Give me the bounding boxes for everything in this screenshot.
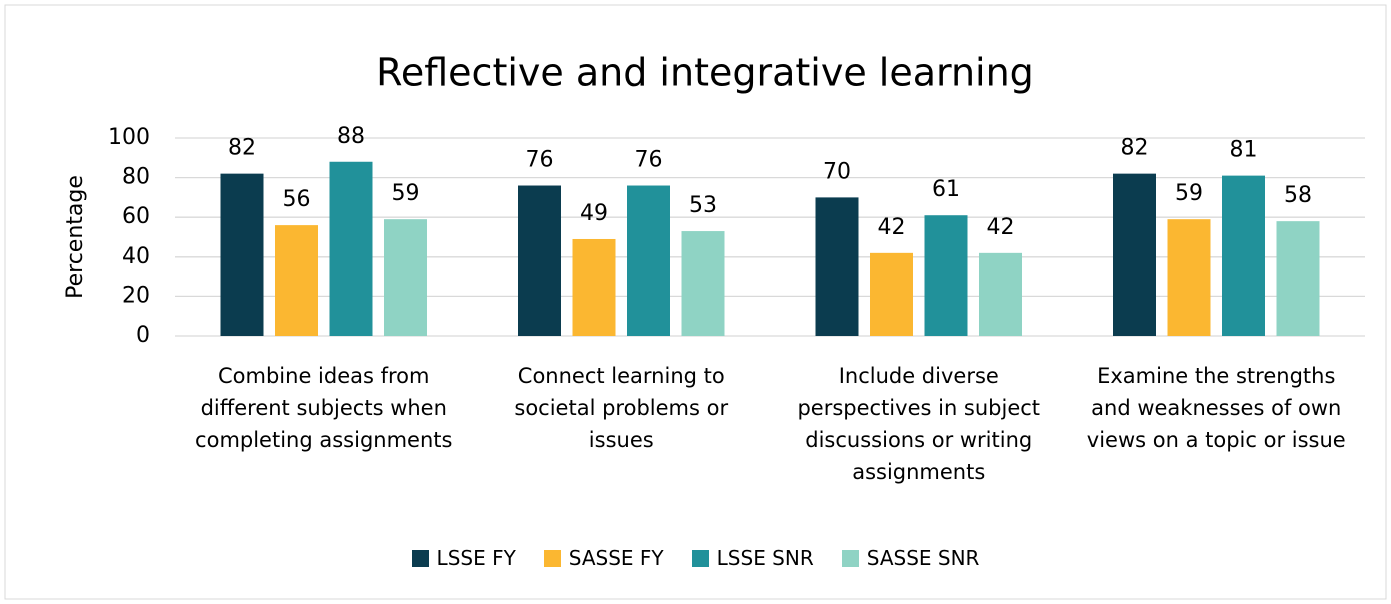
value-label: 56 — [283, 187, 311, 212]
value-label: 42 — [878, 215, 906, 240]
x-tick-label: Connect learning to societal problems or… — [514, 364, 729, 452]
legend-swatch — [411, 549, 429, 567]
value-label: 49 — [580, 201, 608, 226]
value-label: 61 — [932, 177, 960, 202]
legend-label: SASSE FY — [568, 546, 664, 570]
bar — [220, 173, 264, 336]
bar — [329, 161, 373, 336]
legend-swatch — [841, 549, 859, 567]
bar — [924, 215, 968, 336]
bar — [1113, 173, 1156, 336]
y-tick-label: 100 — [108, 125, 150, 150]
x-tick-label: Include diverse perspectives in subject … — [797, 364, 1041, 484]
y-tick-label: 20 — [122, 283, 150, 308]
value-label: 81 — [1230, 138, 1258, 163]
value-label: 58 — [1284, 183, 1312, 208]
legend-item: SASSE SNR — [841, 546, 980, 570]
value-label: 76 — [526, 148, 554, 173]
legend-label: SASSE SNR — [866, 546, 980, 570]
legend-item: SASSE FY — [543, 546, 664, 570]
bar — [627, 185, 670, 336]
value-label: 59 — [1175, 181, 1203, 206]
legend-swatch — [691, 549, 709, 567]
bar — [1222, 175, 1265, 336]
bar — [572, 238, 616, 336]
value-label: 88 — [337, 124, 365, 149]
bar — [681, 231, 725, 336]
bar — [979, 252, 1022, 336]
y-tick-label: 80 — [122, 165, 150, 190]
bar — [815, 197, 859, 336]
bar — [1167, 219, 1211, 336]
x-tick-label: Examine the strengths and weaknesses of … — [1086, 364, 1346, 452]
value-label: 82 — [1121, 136, 1149, 161]
x-tick-label: Combine ideas from different subjects wh… — [195, 364, 453, 452]
bar — [1276, 221, 1320, 336]
value-label: 59 — [392, 181, 420, 206]
value-label: 53 — [689, 193, 717, 218]
legend-item: LSSE FY — [411, 546, 516, 570]
value-label: 42 — [987, 215, 1015, 240]
value-label: 82 — [228, 136, 256, 161]
y-axis-label: Percentage — [63, 175, 88, 299]
legend: LSSE FY SASSE FY LSSE SNR SASSE SNR — [0, 546, 1391, 570]
legend-item: LSSE SNR — [691, 546, 814, 570]
legend-label: LSSE SNR — [716, 546, 814, 570]
chart-title: Reflective and integrative learning — [376, 51, 1034, 95]
legend-swatch — [543, 549, 561, 567]
bar — [518, 185, 561, 336]
bar — [384, 219, 427, 336]
y-tick-label: 0 — [136, 323, 150, 348]
bar — [275, 225, 318, 336]
y-tick-label: 60 — [122, 204, 150, 229]
value-label: 76 — [635, 148, 663, 173]
bar — [870, 252, 913, 336]
y-tick-label: 40 — [122, 244, 150, 269]
legend-label: LSSE FY — [436, 546, 516, 570]
value-label: 70 — [823, 159, 851, 184]
